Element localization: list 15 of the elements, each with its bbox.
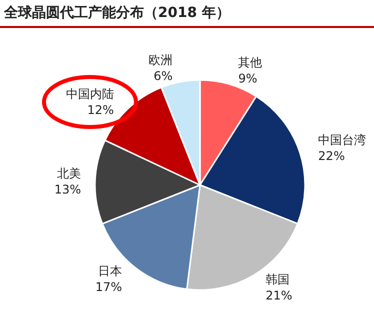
slice-label: 中国内陆 <box>66 87 114 102</box>
slice-label: 韩国 <box>266 272 290 286</box>
slice-label: 日本 <box>98 264 122 278</box>
data-label: 21% <box>266 288 292 302</box>
data-label: 9% <box>238 72 258 86</box>
slice-label: 欧洲 <box>148 53 173 68</box>
slice-label: 中国台湾 <box>318 133 366 148</box>
chart-title: 全球晶圆代工产能分布（2018 年） <box>4 4 230 22</box>
data-label: 13% <box>54 182 82 196</box>
slice-label: 北美 <box>57 166 82 180</box>
data-label: 17% <box>95 280 122 294</box>
data-label: 12% <box>87 103 114 118</box>
data-label: 6% <box>154 69 173 84</box>
slice-label: 其他 <box>238 56 262 70</box>
data-label: 22% <box>318 149 345 164</box>
